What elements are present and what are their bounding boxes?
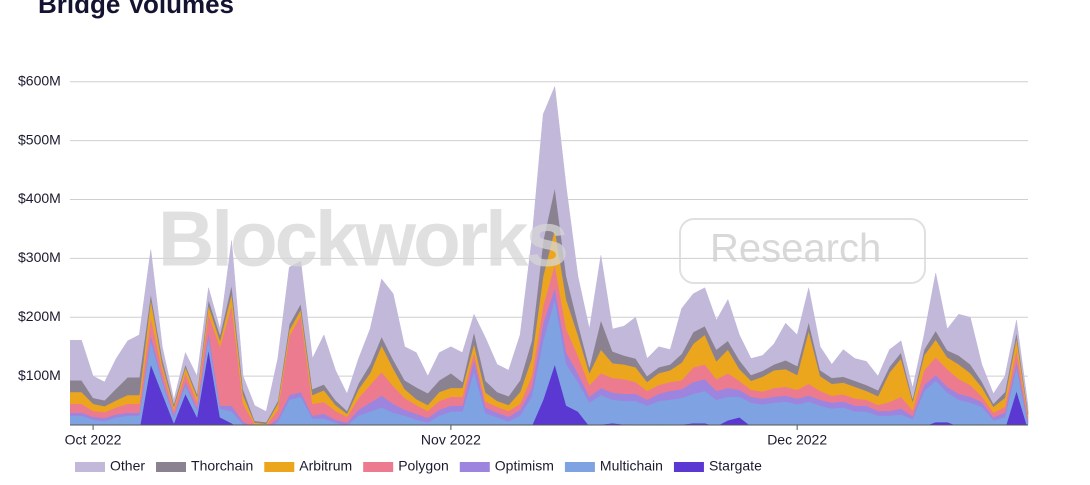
legend-label: Polygon (398, 458, 449, 474)
legend-label: Multichain (600, 458, 663, 474)
legend-label: Other (110, 458, 145, 474)
legend-item: Optimism (459, 458, 554, 474)
legend-item: Multichain (564, 458, 663, 474)
watermark-box (679, 218, 926, 284)
legend: Other Thorchain Arbitrum Polygon Optimism Mul… (75, 458, 762, 474)
watermark-logo: Blockworks (158, 195, 566, 283)
legend-swatch (264, 462, 295, 472)
legend-item: Stargate (673, 458, 762, 474)
legend-swatch (564, 462, 595, 472)
legend-swatch (75, 462, 105, 472)
axes: $100M $200M $300M $400M $500M $600M Oct 2022 No… (18, 72, 1028, 448)
chart-title: Bridge Volumes (38, 0, 234, 19)
y-tick-label: $200M (18, 308, 61, 324)
legend-swatch (459, 462, 490, 472)
watermark: Blockworks Research (158, 195, 926, 284)
y-tick-label: $600M (18, 72, 61, 88)
x-tick-label: Dec 2022 (767, 432, 827, 448)
areas (70, 85, 1029, 425)
legend-label: Stargate (709, 458, 762, 474)
legend-item: Polygon (363, 458, 449, 474)
legend-item: Thorchain (156, 458, 253, 474)
y-tick-label: $400M (18, 190, 61, 206)
legend-item: Arbitrum (264, 458, 352, 474)
y-tick-label: $100M (18, 367, 61, 383)
legend-swatch (156, 462, 187, 472)
legend-label: Arbitrum (299, 458, 352, 474)
watermark-text: Research (710, 227, 881, 271)
legend-item: Other (75, 458, 145, 474)
x-tick-label: Oct 2022 (65, 432, 122, 448)
legend-swatch (673, 462, 704, 472)
legend-label: Thorchain (191, 458, 253, 474)
area (70, 85, 1029, 423)
legend-label: Optimism (495, 458, 554, 474)
y-tick-label: $300M (18, 249, 61, 265)
x-tick-label: Nov 2022 (421, 432, 481, 448)
y-tick-label: $500M (18, 131, 61, 147)
legend-swatch (363, 462, 394, 472)
